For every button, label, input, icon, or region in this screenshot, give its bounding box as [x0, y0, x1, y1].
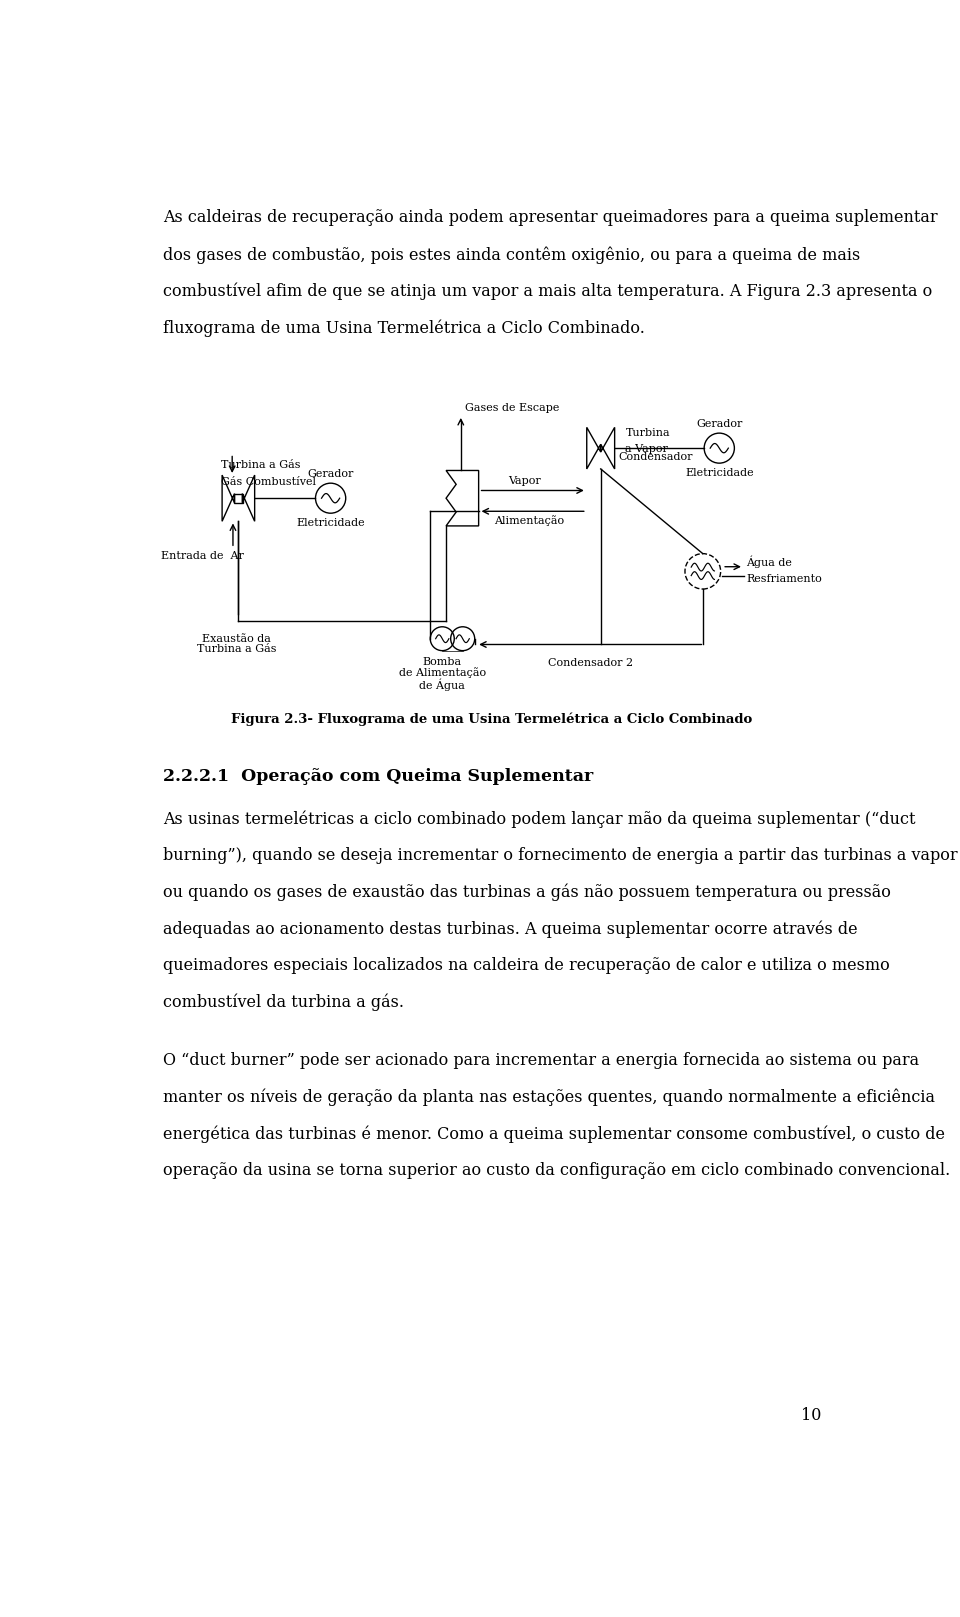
Text: Turbina: Turbina	[626, 429, 670, 438]
Text: Gases de Escape: Gases de Escape	[465, 403, 559, 412]
Text: dos gases de combustão, pois estes ainda contêm oxigênio, ou para a queima de ma: dos gases de combustão, pois estes ainda…	[162, 246, 860, 264]
Text: O “duct burner” pode ser acionado para incrementar a energia fornecida ao sistem: O “duct burner” pode ser acionado para i…	[162, 1051, 919, 1069]
Text: Gás Combustível: Gás Combustível	[221, 477, 316, 487]
Text: combustível da turbina a gás.: combustível da turbina a gás.	[162, 993, 403, 1011]
Text: Resfriamento: Resfriamento	[746, 574, 822, 584]
Text: energética das turbinas é menor. Como a queima suplementar consome combustível, : energética das turbinas é menor. Como a …	[162, 1125, 945, 1143]
Text: a Vapor: a Vapor	[626, 445, 668, 454]
Text: de Água: de Água	[420, 679, 466, 690]
Text: As usinas termelétricas a ciclo combinado podem lançar mão da queima suplementar: As usinas termelétricas a ciclo combinad…	[162, 810, 915, 828]
Text: As caldeiras de recuperação ainda podem apresentar queimadores para a queima sup: As caldeiras de recuperação ainda podem …	[162, 210, 937, 226]
Text: Alimentação: Alimentação	[493, 516, 564, 526]
Text: operação da usina se torna superior ao custo da configuração em ciclo combinado : operação da usina se torna superior ao c…	[162, 1163, 949, 1179]
Text: Água de: Água de	[746, 556, 792, 568]
Text: Figura 2.3- Fluxograma de uma Usina Termelétrica a Ciclo Combinado: Figura 2.3- Fluxograma de uma Usina Term…	[231, 711, 753, 726]
Text: fluxograma de uma Usina Termelétrica a Ciclo Combinado.: fluxograma de uma Usina Termelétrica a C…	[162, 320, 644, 336]
Text: Turbina a Gás: Turbina a Gás	[197, 644, 276, 653]
Bar	[234, 493, 243, 503]
Text: combustível afim de que se atinja um vapor a mais alta temperatura. A Figura 2.3: combustível afim de que se atinja um vap…	[162, 283, 932, 301]
Text: Gerador: Gerador	[696, 419, 742, 429]
Text: Gerador: Gerador	[307, 469, 354, 479]
Text: Eletricidade: Eletricidade	[684, 467, 754, 477]
Text: manter os níveis de geração da planta nas estações quentes, quando normalmente a: manter os níveis de geração da planta na…	[162, 1088, 935, 1106]
Text: queimadores especiais localizados na caldeira de recuperação de calor e utiliza : queimadores especiais localizados na cal…	[162, 957, 889, 973]
Text: Condensador 2: Condensador 2	[548, 658, 633, 668]
Text: Condensador: Condensador	[618, 453, 693, 462]
Text: Turbina a Gás: Turbina a Gás	[221, 461, 300, 471]
Text: burning”), quando se deseja incrementar o fornecimento de energia a partir das t: burning”), quando se deseja incrementar …	[162, 847, 957, 863]
Text: Eletricidade: Eletricidade	[297, 517, 365, 527]
Text: ou quando os gases de exaustão das turbinas a gás não possuem temperatura ou pre: ou quando os gases de exaustão das turbi…	[162, 883, 891, 901]
Text: Exaustão da: Exaustão da	[203, 634, 272, 644]
Text: Bomba: Bomba	[422, 657, 462, 666]
Text: Entrada de  Ar: Entrada de Ar	[161, 550, 244, 561]
Text: 10: 10	[801, 1407, 822, 1423]
Text: de Alimentação: de Alimentação	[398, 668, 486, 679]
Text: adequadas ao acionamento destas turbinas. A queima suplementar ocorre através de: adequadas ao acionamento destas turbinas…	[162, 920, 857, 938]
Text: 2.2.2.1  Operação com Queima Suplementar: 2.2.2.1 Operação com Queima Suplementar	[162, 768, 593, 784]
Text: Vapor: Vapor	[509, 475, 541, 485]
